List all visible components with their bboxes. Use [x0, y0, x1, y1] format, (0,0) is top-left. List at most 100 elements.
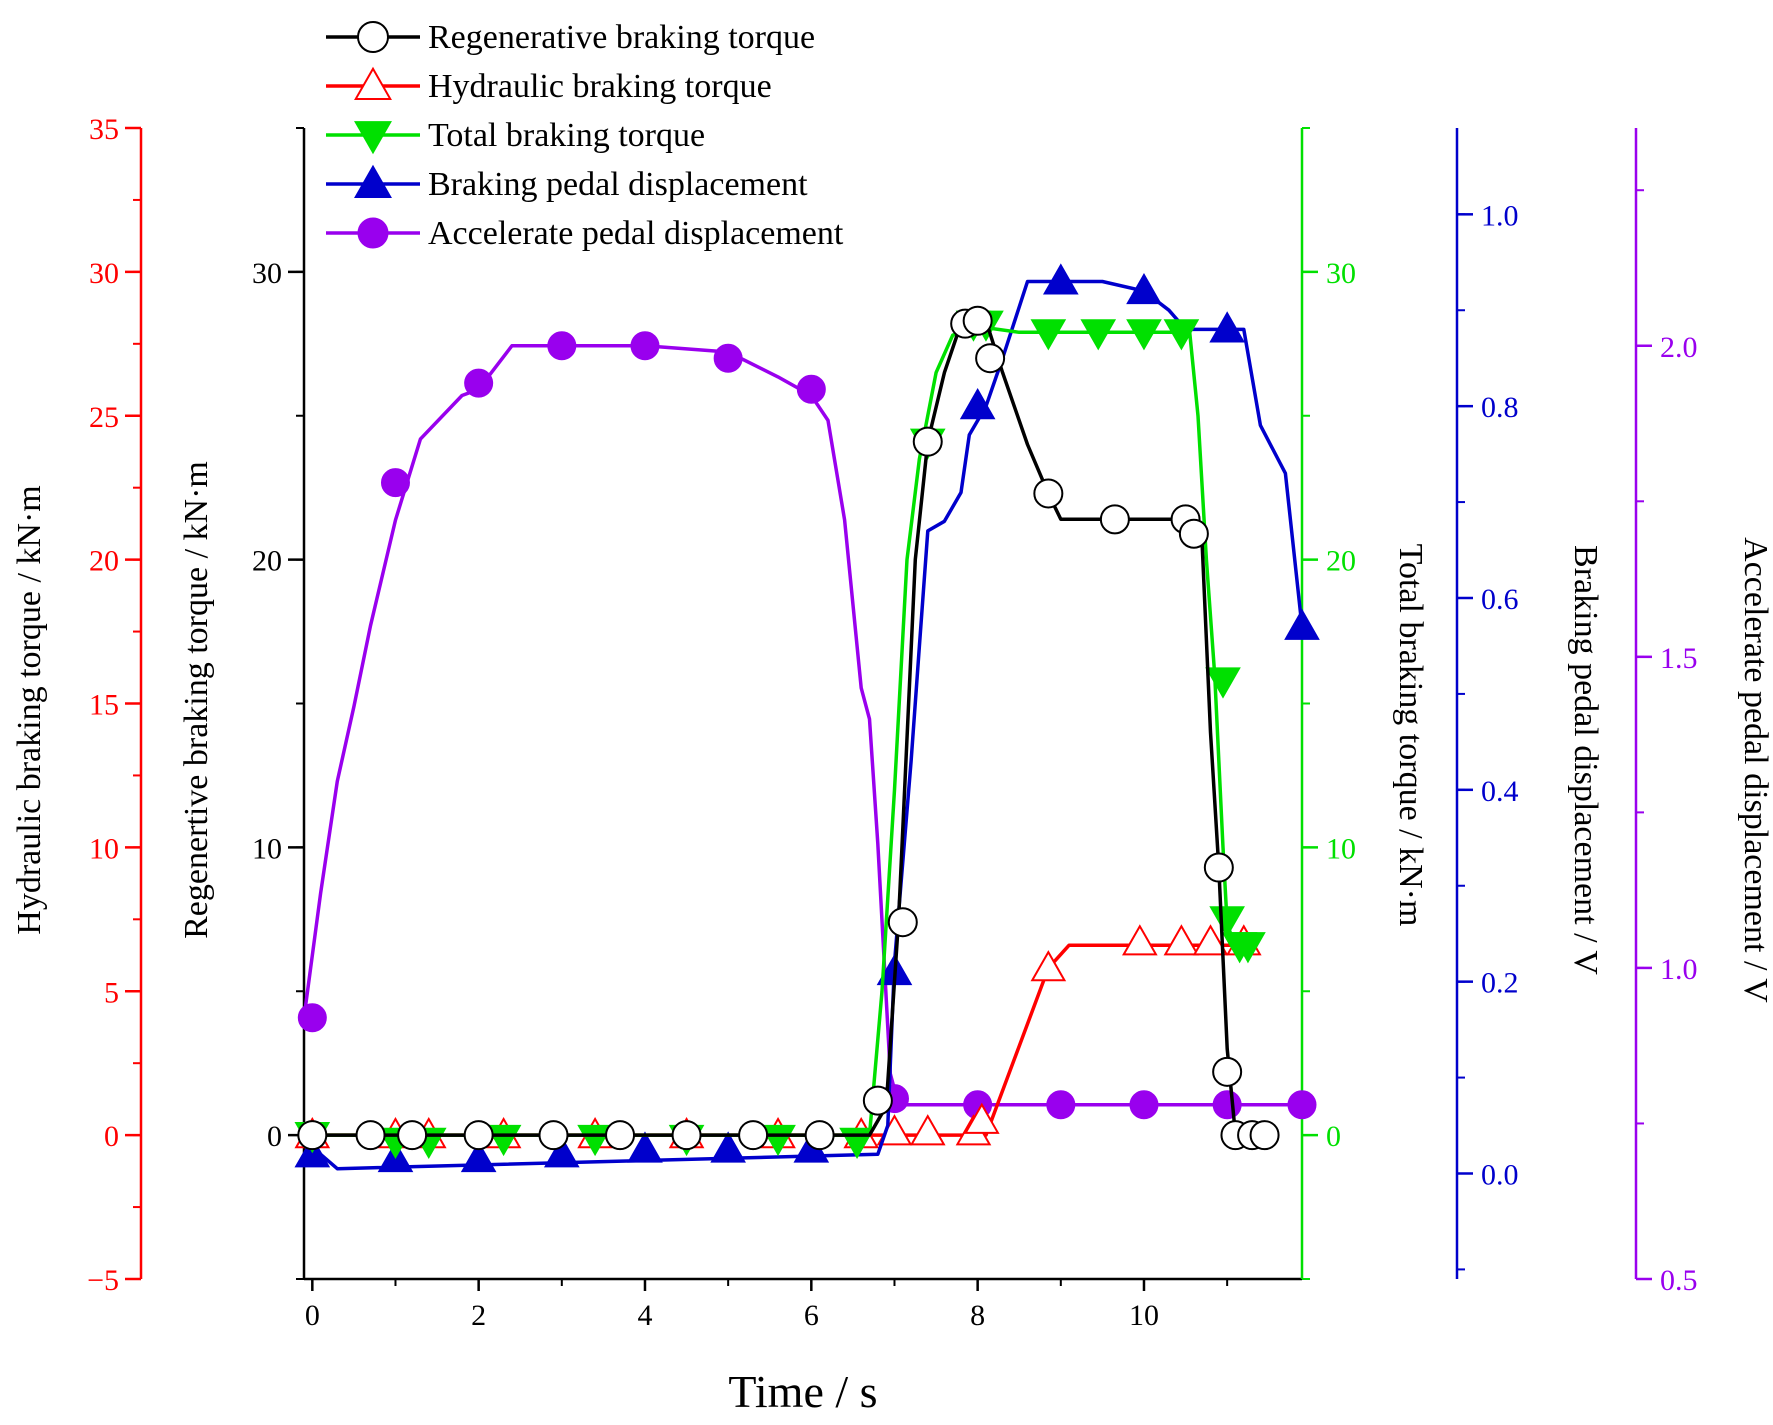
y-tick-label: 30	[1326, 257, 1356, 290]
data-point	[543, 1136, 580, 1168]
data-point	[397, 1120, 428, 1151]
y-tick-label: 15	[89, 689, 119, 722]
data-point	[912, 426, 943, 457]
y-axis-hyd: −5 0 5 10 15 20 25 30 35 Hydraulic braking torque…	[11, 113, 143, 1297]
y-tick-label: 1.5	[1660, 642, 1698, 675]
data-point	[1126, 319, 1162, 351]
y-tick-label: 5	[104, 976, 119, 1009]
y-tick-label: 30	[89, 257, 119, 290]
y-axis-title-regen: Regenertive braking torque / kN·m	[178, 461, 215, 939]
data-point	[1030, 319, 1067, 351]
series-layer	[294, 263, 1320, 1173]
data-point	[1212, 1090, 1242, 1120]
y-tick-label: 20	[1326, 545, 1356, 578]
data-point	[1192, 924, 1229, 956]
y-axis-title-accel: Accelerate pedal displacement / V	[1737, 537, 1773, 1003]
legend-item: Hydraulic braking torque	[326, 66, 772, 105]
y-axis-title-total: Total braking torque / kN·m	[1392, 544, 1429, 927]
data-point	[630, 331, 660, 361]
x-tick-label: 10	[1129, 1299, 1159, 1332]
data-point	[464, 368, 494, 398]
y-axis-total: 0 10 20 30 Total braking torque / kN·m	[1300, 127, 1429, 1280]
data-point	[962, 305, 993, 336]
x-tick-label: 4	[637, 1299, 652, 1332]
data-point	[577, 1124, 613, 1157]
data-point	[1129, 1090, 1159, 1120]
y-axis-regen: 0 10 20 30 Regenertive braking torque / kN·m	[178, 127, 306, 1280]
series-line-total-braking-torque	[304, 324, 1253, 1137]
data-point	[354, 66, 392, 100]
y-axis-title-hyd: Hydraulic braking torque / kN·m	[11, 485, 48, 934]
series-line-hydraulic-braking-torque	[304, 943, 1253, 1137]
y-tick-label: 0.6	[1481, 583, 1519, 616]
legend-item: Regenerative braking torque	[326, 19, 815, 56]
y-tick-label: 20	[89, 545, 119, 578]
legend-item: Braking pedal displacement	[326, 164, 808, 203]
data-point	[1080, 319, 1117, 351]
y-tick-label: 0	[1326, 1120, 1341, 1153]
data-point	[297, 1003, 327, 1033]
y-tick-label: 20	[252, 545, 282, 578]
data-point	[1209, 311, 1245, 343]
legend: Regenerative braking torque Hydraulic bra…	[326, 19, 844, 252]
data-point	[963, 1102, 1000, 1134]
x-tick-label: 0	[305, 1299, 320, 1332]
data-point	[1287, 1090, 1317, 1120]
y-axis-accel: 0.5 1.0 1.5 2.0 Accelerate pedal displacemen…	[1634, 128, 1773, 1297]
data-point	[357, 217, 389, 249]
data-point	[297, 1120, 328, 1151]
data-point	[796, 374, 826, 404]
data-point	[671, 1120, 702, 1151]
data-point	[357, 21, 389, 53]
y-tick-label: 0.5	[1660, 1264, 1698, 1297]
data-point	[605, 1120, 636, 1151]
data-point	[1205, 667, 1241, 699]
data-point	[713, 343, 743, 373]
data-point	[355, 1120, 386, 1151]
series-line-regenerative-braking-torque	[304, 319, 1269, 1137]
data-point	[1284, 608, 1320, 640]
y-tick-label: 1.0	[1481, 199, 1519, 232]
series-total-braking-torque	[294, 310, 1266, 1159]
y-tick-label: 35	[89, 113, 119, 146]
y-tick-label: 30	[252, 257, 282, 290]
y-axis-title-brake: Braking pedal displacement / V	[1567, 545, 1604, 975]
data-point	[460, 1140, 497, 1173]
legend-label: Hydraulic braking torque	[428, 68, 772, 105]
series-accelerate-pedal-displacement	[297, 331, 1317, 1120]
y-tick-label: 10	[89, 832, 119, 865]
data-point	[1178, 518, 1209, 549]
legend-label: Total braking torque	[428, 117, 705, 154]
data-point	[804, 1120, 835, 1151]
x-axis-title: Time / s	[728, 1366, 877, 1417]
data-point	[1033, 478, 1064, 509]
y-tick-label: −5	[87, 1264, 119, 1297]
data-point	[1203, 852, 1234, 883]
data-point	[738, 1120, 769, 1151]
data-point	[380, 468, 410, 498]
data-point	[909, 1114, 946, 1146]
y-tick-label: 0	[267, 1120, 282, 1153]
data-point	[1126, 272, 1162, 305]
y-tick-label: 25	[89, 401, 119, 434]
y-tick-label: 0.8	[1481, 391, 1519, 424]
x-tick-label: 2	[471, 1299, 486, 1332]
y-tick-label: 1.0	[1660, 953, 1698, 986]
data-point	[959, 388, 996, 420]
series-line-braking-pedal-displacement	[304, 279, 1304, 1171]
y-tick-label: 0.4	[1481, 775, 1519, 808]
legend-label: Braking pedal displacement	[428, 166, 808, 203]
series-hydraulic-braking-torque	[294, 924, 1262, 1149]
data-point	[1122, 924, 1158, 956]
x-tick-label: 6	[804, 1299, 819, 1332]
y-axis-brake: 0.0 0.2 0.4 0.6 0.8 1.0 Braking pedal displace…	[1455, 128, 1604, 1279]
data-point	[862, 1085, 893, 1116]
data-point	[354, 164, 392, 198]
axes-layer: 0 2 4 6 8 10 Time / s −5 0 5 10 15 20 25 30 35 Hydraulic…	[11, 113, 1773, 1417]
data-point	[1209, 906, 1245, 938]
data-point	[1163, 319, 1200, 351]
legend-label: Accelerate pedal displacement	[428, 215, 844, 252]
data-point	[547, 331, 577, 361]
data-point	[1212, 1056, 1243, 1087]
